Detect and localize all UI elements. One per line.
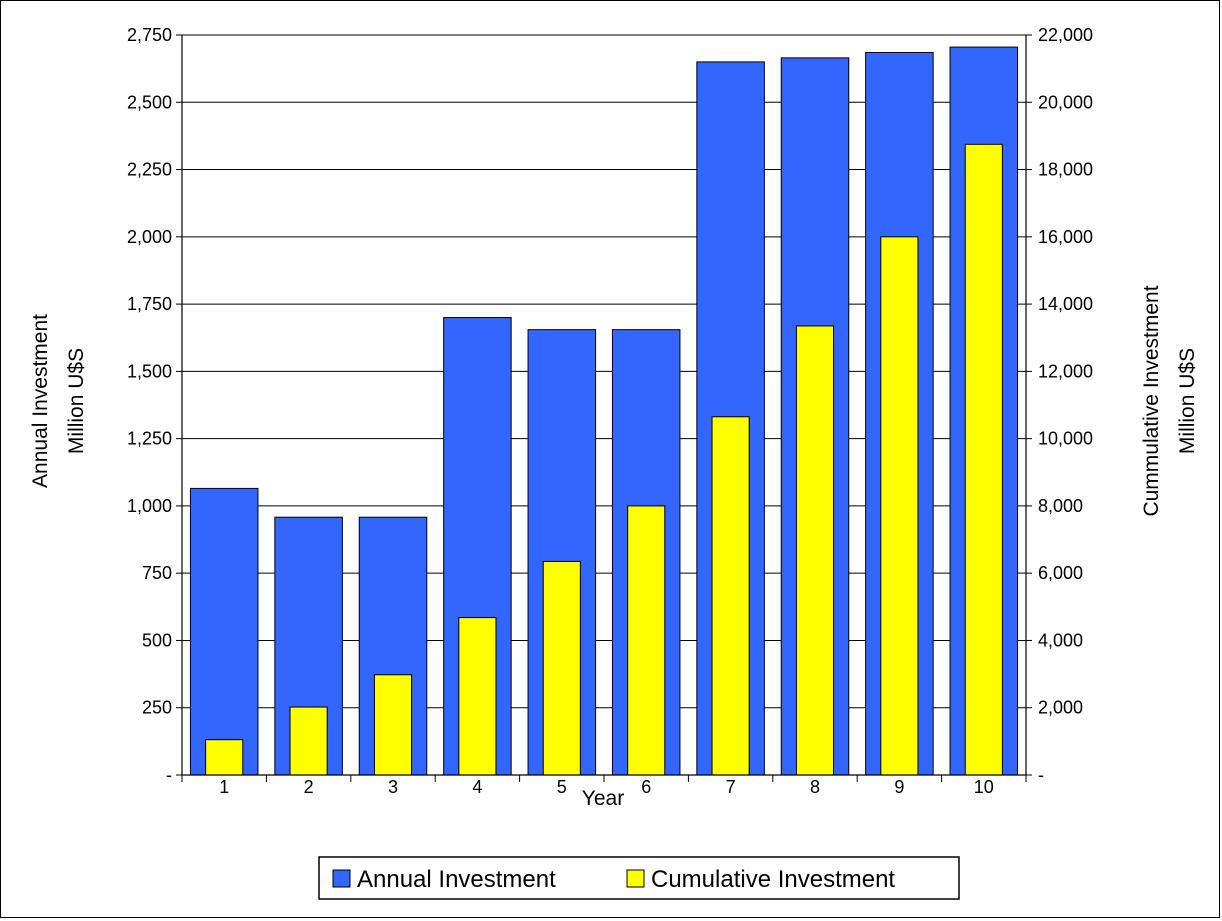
left-y-axis-label-line-2: Million U$S: [65, 348, 88, 454]
right-y-tick-label: 4,000: [1038, 630, 1083, 650]
x-tick-label: 2: [304, 777, 314, 797]
left-y-tick-label: 750: [142, 563, 172, 583]
right-y-tick-label: 6,000: [1038, 563, 1083, 583]
right-y-tick-label: 22,000: [1038, 25, 1093, 45]
x-tick-label: 9: [894, 777, 904, 797]
bar-cumulative-investment: [711, 416, 750, 776]
left-y-tick-label: -: [166, 765, 172, 785]
legend-swatch-cumulative-investment: [626, 869, 645, 888]
left-y-tick-label: 250: [142, 698, 172, 718]
right-y-axis-label-line-2: Million U$S: [1176, 348, 1199, 454]
x-tick-label: 4: [472, 777, 482, 797]
right-y-tick-label: 2,000: [1038, 698, 1083, 718]
x-tick-label: 6: [641, 777, 651, 797]
legend-label-annual-investment: Annual Investment: [357, 866, 556, 893]
bar-cumulative-investment: [289, 706, 328, 776]
right-y-tick-label: 14,000: [1038, 294, 1093, 314]
left-y-tick-label: 1,750: [127, 294, 172, 314]
x-tick-label: 8: [810, 777, 820, 797]
bar-cumulative-investment: [795, 325, 835, 776]
legend-label-cumulative-investment: Cumulative Investment: [651, 866, 895, 893]
left-y-tick-label: 2,000: [127, 227, 172, 247]
legend-swatch-annual-investment: [332, 869, 351, 888]
bar-cumulative-investment: [880, 236, 919, 776]
x-tick-label: 7: [726, 777, 736, 797]
right-y-tick-label: 20,000: [1038, 92, 1093, 112]
x-tick-label: 5: [557, 777, 567, 797]
x-tick-labels: 1 2 3 4 5 6 7 8 9 10: [219, 777, 994, 797]
bar-cumulative-investment: [458, 617, 497, 776]
right-y-tick-label: 10,000: [1038, 429, 1093, 449]
left-y-tick-label: 1,250: [127, 429, 172, 449]
bars: [189, 46, 1019, 776]
bar-cumulative-investment: [627, 505, 666, 776]
axes: [176, 34, 1032, 782]
left-y-axis-label-line-1: Annual Investment: [29, 314, 52, 488]
right-y-tick-label: 16,000: [1038, 227, 1093, 247]
bar-cumulative-investment: [373, 674, 413, 776]
left-y-tick-label: 2,500: [127, 92, 172, 112]
bar-annual-investment: [189, 487, 259, 776]
x-tick-label: 1: [219, 777, 229, 797]
x-tick-label: 3: [388, 777, 398, 797]
legend: Annual Investment Cumulative Investment: [318, 856, 960, 900]
right-y-axis-label-line-1: Cummulative Investment: [1140, 285, 1163, 516]
left-y-tick-label: 2,250: [127, 160, 172, 180]
right-y-tick-label: -: [1038, 765, 1044, 785]
left-y-tick-label: 1,000: [127, 496, 172, 516]
right-y-axis-label: Cummulative Investment Million U$S: [1140, 285, 1199, 516]
x-axis-label: Year: [582, 787, 624, 810]
bar-cumulative-investment: [542, 560, 581, 776]
left-y-tick-label: 500: [142, 630, 172, 650]
x-tick-label: 10: [974, 777, 994, 797]
right-y-tick-labels: - 2,000 4,000 6,000 8,000 10,000 12,000 14,000 1…: [1038, 25, 1093, 785]
right-y-tick-label: 18,000: [1038, 160, 1093, 180]
bar-cumulative-investment: [205, 739, 244, 776]
left-y-tick-labels: - 250 500 750 1,000 1,250 1,500 1,750 2,000 2,250…: [127, 25, 172, 785]
left-y-tick-label: 1,500: [127, 361, 172, 381]
left-y-axis-label: Annual Investment Million U$S: [29, 314, 88, 488]
right-y-tick-label: 8,000: [1038, 496, 1083, 516]
left-y-tick-label: 2,750: [127, 25, 172, 45]
bar-cumulative-investment: [964, 143, 1003, 776]
right-y-tick-label: 12,000: [1038, 361, 1093, 381]
